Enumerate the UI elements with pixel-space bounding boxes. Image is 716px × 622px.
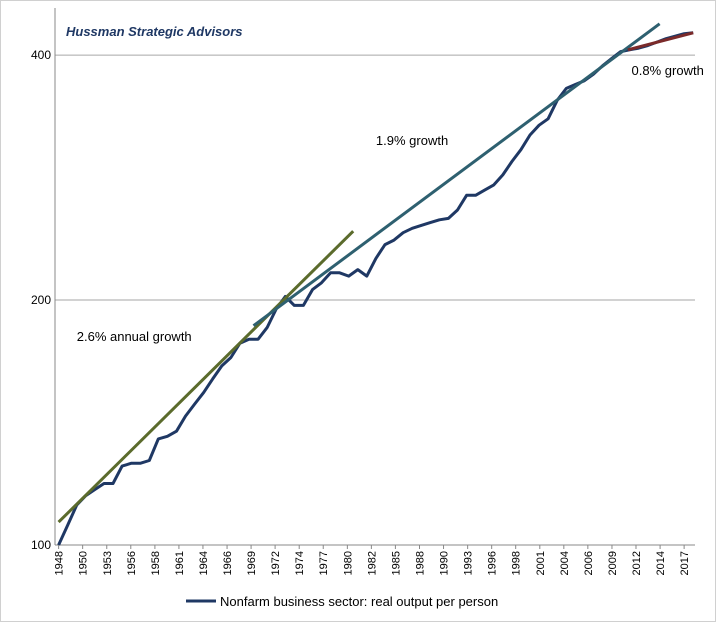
- subtitle: Hussman Strategic Advisors: [66, 24, 243, 39]
- x-tick-label: 2009: [607, 551, 619, 575]
- y-tick-label: 100: [31, 538, 51, 552]
- x-tick-label: 1974: [294, 551, 306, 575]
- x-tick-label: 1985: [390, 551, 402, 575]
- x-tick-label: 2001: [535, 551, 547, 575]
- x-tick-label: 1953: [102, 551, 114, 575]
- trend-line: [627, 31, 694, 52]
- trend-line: [57, 230, 355, 524]
- x-tick-label: 2004: [559, 551, 571, 575]
- x-tick-label: 1961: [174, 551, 186, 575]
- x-tick-label: 2006: [583, 551, 595, 575]
- x-tick-label: 1998: [511, 551, 523, 575]
- x-tick-label: 2017: [679, 551, 691, 575]
- x-tick-label: 1990: [439, 551, 451, 575]
- x-tick-label: 1988: [415, 551, 427, 575]
- x-tick-label: 2014: [655, 551, 667, 575]
- x-tick-label: 1950: [78, 551, 90, 575]
- x-tick-label: 1948: [54, 551, 66, 575]
- annotation: 2.6% annual growth: [77, 329, 192, 344]
- x-tick-label: 1969: [246, 551, 258, 575]
- x-tick-label: 2012: [631, 551, 643, 575]
- x-tick-label: 1958: [150, 551, 162, 575]
- x-tick-label: 1996: [487, 551, 499, 575]
- x-tick-label: 1956: [126, 551, 138, 575]
- x-tick-label: 1980: [342, 551, 354, 575]
- y-tick-label: 400: [31, 48, 51, 62]
- x-tick-label: 1977: [318, 551, 330, 575]
- x-tick-label: 1972: [270, 551, 282, 575]
- x-tick-label: 1966: [222, 551, 234, 575]
- x-tick-label: 1982: [366, 551, 378, 575]
- legend-label: Nonfarm business sector: real output per…: [220, 594, 498, 609]
- x-tick-label: 1993: [463, 551, 475, 575]
- annotation: 1.9% growth: [376, 133, 448, 148]
- annotation: 0.8% growth: [632, 63, 704, 78]
- trend-line: [252, 22, 661, 327]
- y-tick-label: 200: [31, 293, 51, 307]
- x-tick-label: 1964: [198, 551, 210, 575]
